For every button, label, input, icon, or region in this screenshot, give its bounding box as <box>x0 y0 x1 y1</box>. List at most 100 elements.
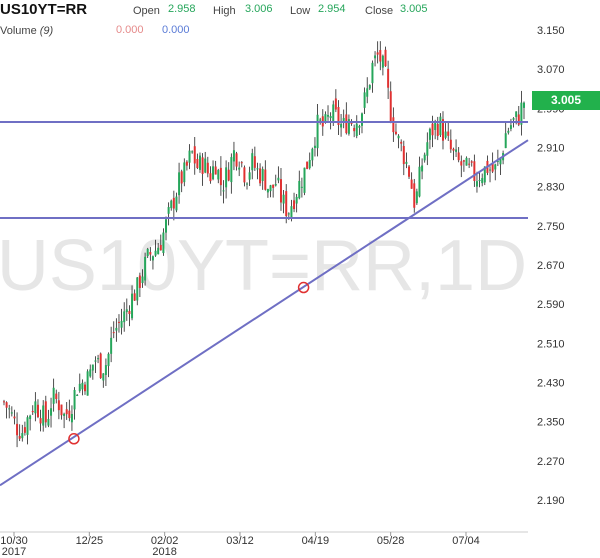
candle-body <box>473 161 476 181</box>
candle-body <box>235 153 238 167</box>
volume-label: Volume (9) <box>0 25 53 37</box>
candle-body <box>316 114 319 149</box>
trendline-touch-marker <box>68 433 80 445</box>
candle-body <box>222 190 225 192</box>
candle-body <box>489 169 492 171</box>
candle-body <box>324 114 327 122</box>
candle-body <box>196 158 199 169</box>
candle-body <box>170 200 173 209</box>
candle-body <box>319 119 322 121</box>
open-value: 2.958 <box>168 3 196 15</box>
last-price-tag: 3.005 <box>532 91 600 110</box>
candle-body <box>295 196 298 204</box>
low-value: 2.954 <box>318 3 346 15</box>
candle-body <box>340 123 343 128</box>
candle-body <box>159 244 162 251</box>
candle-body <box>227 169 230 181</box>
candle-body <box>8 408 11 410</box>
candle-body <box>264 169 267 190</box>
candle-body <box>342 117 345 121</box>
candle-body <box>475 181 478 187</box>
candle-body <box>504 133 507 149</box>
candle-body <box>478 180 481 182</box>
candle-body <box>65 409 68 415</box>
candle-body <box>426 142 429 156</box>
candle-body <box>44 401 47 423</box>
candle-body <box>345 114 348 134</box>
candle-body <box>178 172 181 196</box>
candle-body <box>131 293 134 319</box>
candle-body <box>219 167 222 186</box>
candle-body <box>334 98 337 110</box>
candle-body <box>13 416 16 419</box>
candle-body <box>261 168 264 181</box>
candle-body <box>78 383 81 391</box>
candle-body <box>483 166 486 183</box>
candle-body <box>387 68 390 88</box>
candle-body <box>517 114 520 125</box>
candle-body <box>462 160 465 162</box>
candle-body <box>70 413 73 423</box>
candle-body <box>120 320 123 328</box>
candle-body <box>191 151 194 153</box>
symbol-title: US10YT=RR <box>0 1 88 18</box>
candle-body <box>243 167 246 183</box>
candle-body <box>441 119 444 141</box>
candle-body <box>402 145 405 165</box>
candle-body <box>494 164 497 170</box>
candle-body <box>73 389 76 410</box>
candle-body <box>185 161 188 166</box>
candle-body <box>141 276 144 283</box>
candle-body <box>238 167 241 170</box>
candle-body <box>269 185 272 192</box>
candle-body <box>76 395 79 397</box>
candle-body <box>123 311 126 323</box>
candle-body <box>423 154 426 161</box>
candle-body <box>512 118 515 120</box>
candle-body <box>303 167 306 193</box>
candle-body <box>198 155 201 170</box>
candle-body <box>52 387 55 404</box>
candle-body <box>392 117 395 133</box>
candle-body <box>507 130 510 133</box>
candle-body <box>394 131 397 135</box>
candle-body <box>253 156 256 168</box>
candle-body <box>60 404 63 416</box>
ascending-trendline <box>0 139 529 487</box>
candle-body <box>371 62 374 84</box>
candle-body <box>256 168 259 170</box>
candle-body <box>389 91 392 122</box>
candle-body <box>366 88 369 97</box>
y-tick-label: 2.830 <box>537 182 565 194</box>
y-tick-label: 2.430 <box>537 378 565 390</box>
candle-body <box>50 408 53 416</box>
close-label: Close <box>365 5 394 17</box>
high-label: High <box>213 5 236 17</box>
candle-body <box>110 337 113 354</box>
watermark: US10YT=RR,1D <box>0 226 527 306</box>
candle-body <box>251 153 254 171</box>
candle-body <box>266 188 269 193</box>
candle-body <box>63 413 66 416</box>
x-tick-label: 02/02 <box>151 535 179 547</box>
candle-body <box>465 157 468 166</box>
candle-body <box>230 157 233 183</box>
candle-body <box>460 161 463 166</box>
candle-body <box>491 163 494 172</box>
y-tick-label: 3.070 <box>537 64 565 76</box>
candle-body <box>509 125 512 129</box>
x-tick-label: 12/25 <box>76 535 104 547</box>
candle-body <box>246 183 249 185</box>
candle-body <box>355 123 358 137</box>
candle-body <box>282 194 285 204</box>
candle-body <box>481 178 484 184</box>
candle-body <box>206 162 209 174</box>
candle-body <box>431 123 434 136</box>
candle-body <box>26 417 29 435</box>
candle-body <box>274 184 277 186</box>
candle-body <box>515 111 518 117</box>
candle-body <box>400 141 403 144</box>
candle-body <box>162 232 165 254</box>
candle-body <box>99 353 102 379</box>
candle-body <box>368 85 371 89</box>
